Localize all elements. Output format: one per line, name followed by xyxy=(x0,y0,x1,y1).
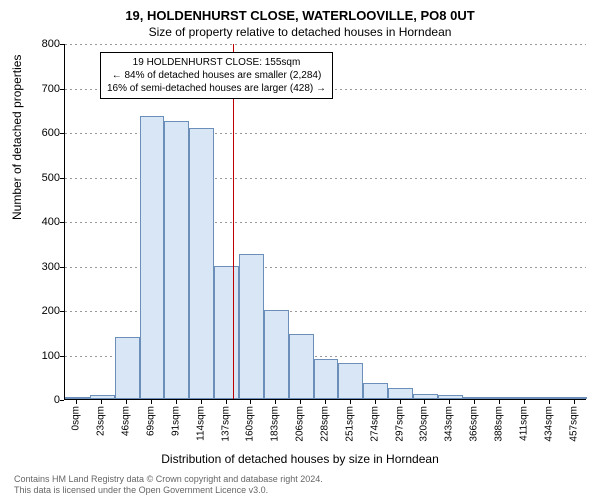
x-tick-label: 91sqm xyxy=(170,406,181,436)
x-tick-label: 183sqm xyxy=(270,406,281,442)
x-tick-label: 297sqm xyxy=(394,406,405,442)
x-tick-label: 366sqm xyxy=(469,406,480,442)
y-tick-label: 200 xyxy=(42,305,60,317)
x-tick-label: 343sqm xyxy=(444,406,455,442)
x-tick-label: 137sqm xyxy=(220,406,231,442)
annot-line2: ← 84% of detached houses are smaller (2,… xyxy=(107,69,326,82)
histogram-bar xyxy=(164,121,189,399)
x-tick-label: 23sqm xyxy=(96,406,107,436)
page-title: 19, HOLDENHURST CLOSE, WATERLOOVILLE, PO… xyxy=(0,0,600,23)
y-tick-label: 100 xyxy=(42,350,60,362)
histogram-bar xyxy=(388,388,413,399)
page-subtitle: Size of property relative to detached ho… xyxy=(0,23,600,39)
annot-line3: 16% of semi-detached houses are larger (… xyxy=(107,82,326,95)
histogram-bar xyxy=(289,334,314,399)
x-tick-label: 114sqm xyxy=(195,406,206,441)
annot-line1: 19 HOLDENHURST CLOSE: 155sqm xyxy=(107,56,326,69)
x-tick-label: 206sqm xyxy=(295,406,306,442)
histogram-bar xyxy=(90,395,115,399)
y-tick-label: 300 xyxy=(42,261,60,273)
histogram-bar xyxy=(537,397,562,399)
x-tick-label: 320sqm xyxy=(419,406,430,442)
histogram-bar xyxy=(189,128,214,399)
histogram-bar xyxy=(239,254,264,399)
histogram-bar xyxy=(363,383,388,399)
y-tick-label: 400 xyxy=(42,216,60,228)
y-tick-label: 700 xyxy=(42,83,60,95)
x-tick-label: 274sqm xyxy=(369,406,380,442)
histogram-bar xyxy=(314,359,339,399)
x-tick-label: 251sqm xyxy=(344,406,355,442)
y-tick-label: 500 xyxy=(42,172,60,184)
x-tick-label: 411sqm xyxy=(518,406,529,441)
histogram-bar xyxy=(214,266,239,400)
x-tick-label: 160sqm xyxy=(245,406,256,442)
x-tick-label: 457sqm xyxy=(568,406,579,442)
histogram-bar xyxy=(488,397,513,399)
copyright-text: Contains HM Land Registry data © Crown c… xyxy=(14,474,323,496)
histogram-bar xyxy=(512,397,537,399)
gridline xyxy=(65,44,586,45)
histogram-bar xyxy=(438,395,463,399)
x-tick-label: 434sqm xyxy=(543,406,554,442)
y-axis-label: Number of detached properties xyxy=(10,55,24,220)
histogram-bar xyxy=(338,363,363,399)
y-tick-label: 600 xyxy=(42,127,60,139)
annotation-box: 19 HOLDENHURST CLOSE: 155sqm ← 84% of de… xyxy=(100,52,333,99)
x-tick-label: 0sqm xyxy=(71,406,82,430)
histogram-bar xyxy=(463,397,488,399)
x-tick-label: 228sqm xyxy=(320,406,331,442)
x-tick-label: 388sqm xyxy=(494,406,505,442)
histogram-bar xyxy=(65,397,90,399)
x-tick-label: 69sqm xyxy=(146,406,157,436)
histogram-bar xyxy=(264,310,289,399)
x-axis-label: Distribution of detached houses by size … xyxy=(0,452,600,466)
histogram-bar xyxy=(115,337,140,399)
y-tick-label: 800 xyxy=(42,38,60,50)
histogram-bar xyxy=(140,116,165,399)
x-tick-label: 46sqm xyxy=(121,406,132,436)
histogram-bar xyxy=(562,397,587,399)
histogram-bar xyxy=(413,394,438,399)
